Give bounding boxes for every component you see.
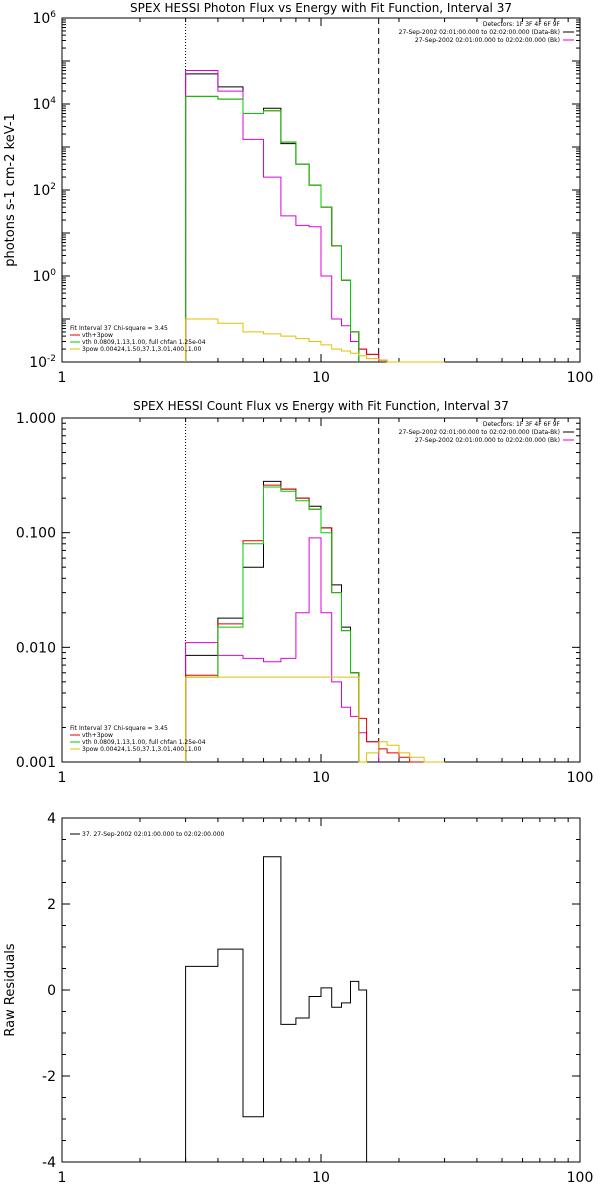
y-tick-label: 102 bbox=[32, 182, 56, 199]
series-line-2 bbox=[185, 537, 380, 762]
y-tick-label: 0.100 bbox=[16, 526, 56, 542]
y-tick-label: 106 bbox=[32, 10, 56, 27]
y-tick-label: 4 bbox=[47, 811, 56, 827]
y-tick-label: 0.010 bbox=[16, 640, 56, 656]
legend-left-item: vth+3pow bbox=[82, 732, 113, 739]
series-line-3 bbox=[185, 95, 445, 363]
legend-left-item: Fit Interval 37 Chi-square = 3.45 bbox=[70, 325, 168, 332]
y-tick-label: 2 bbox=[47, 897, 56, 913]
chart-title: SPEX HESSI Count Flux vs Energy with Fit… bbox=[133, 399, 509, 413]
series-line-3 bbox=[185, 484, 425, 763]
x-tick-label: 10 bbox=[312, 1170, 330, 1186]
chart-title: SPEX HESSI Photon Flux vs Energy with Fi… bbox=[130, 1, 512, 15]
x-tick-label: 1 bbox=[58, 370, 67, 386]
x-tick-label: 100 bbox=[567, 770, 594, 786]
legend-right-item: 27-Sep-2002 02:01:00.000 to 02:02:00.000… bbox=[415, 37, 560, 44]
y-tick-label: -2 bbox=[42, 1069, 56, 1085]
series-line-5 bbox=[185, 318, 445, 363]
legend-right-item: 27-Sep-2002 02:01:00.000 to 02:02:00.000… bbox=[415, 437, 560, 444]
y-tick-label: 0.001 bbox=[16, 755, 56, 771]
y-tick-label: 1.000 bbox=[16, 411, 56, 427]
panel-1: SPEX HESSI Photon Flux vs Energy with Fi… bbox=[3, 1, 593, 386]
legend-left-item: vth 0.0809,1.13,1.00, full chfan 1.25e-0… bbox=[82, 739, 206, 746]
legend-left-item: 37. 27-Sep-2002 02:01:00.000 to 02:02:00… bbox=[82, 831, 225, 838]
y-tick-label: 104 bbox=[32, 96, 56, 113]
y-axis-label: Raw Residuals bbox=[3, 943, 18, 1036]
legend-right-item: 27-Sep-2002 02:01:00.000 to 02:02:00.000… bbox=[399, 29, 560, 36]
legend-left-item: vth+3pow bbox=[82, 332, 113, 339]
panel-3: 1 10 100 -4 -2 0 2 4 Raw Residuals 37. 27-Sep-200… bbox=[3, 811, 593, 1186]
x-tick-label: 10 bbox=[312, 370, 330, 386]
x-tick-label: 1 bbox=[58, 1170, 67, 1186]
y-tick-label: 100 bbox=[32, 268, 56, 285]
legend-right-item: Detectors: 1F 3F 4F 6F 9F bbox=[483, 421, 561, 428]
series-line-4 bbox=[185, 95, 360, 362]
series-line-5 bbox=[185, 676, 445, 763]
x-tick-label: 100 bbox=[567, 1170, 594, 1186]
series-line-2 bbox=[185, 70, 380, 362]
series-line-1 bbox=[185, 856, 368, 1162]
y-tick-label: 10-2 bbox=[29, 354, 56, 371]
x-tick-label: 10 bbox=[312, 770, 330, 786]
panel-2: SPEX HESSI Count Flux vs Energy with Fit… bbox=[16, 399, 593, 786]
y-axis-label: photons s-1 cm-2 keV-1 bbox=[3, 113, 18, 267]
legend-left-item: Fit Interval 37 Chi-square = 3.45 bbox=[70, 725, 168, 732]
legend-left-item: 3pow 0.00424,1.50,37.1,3.01,400.,1.00 bbox=[82, 346, 201, 353]
series-line-4 bbox=[185, 486, 360, 762]
x-tick-label: 100 bbox=[567, 370, 594, 386]
y-tick-label: 0 bbox=[47, 983, 56, 999]
series-line-1 bbox=[185, 480, 360, 762]
x-tick-label: 1 bbox=[58, 770, 67, 786]
legend-right-item: Detectors: 1F 3F 4F 6F 9F bbox=[483, 21, 561, 28]
y-tick-label: -4 bbox=[42, 1155, 56, 1171]
legend-left-item: vth 0.0809,1.13,1.00, full chfan 1.25e-0… bbox=[82, 339, 206, 346]
legend-right-item: 27-Sep-2002 02:01:00.000 to 02:02:00.000… bbox=[399, 429, 560, 436]
legend-left-item: 3pow 0.00424,1.50,37.1,3.01,400.,1.00 bbox=[82, 746, 201, 753]
